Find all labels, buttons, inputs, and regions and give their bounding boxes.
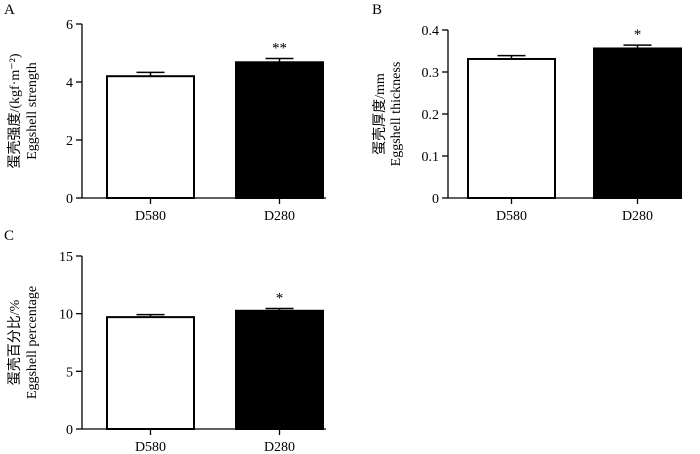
bar [106, 75, 195, 199]
panel-b: B 0 0.1 0.2 0.3 0.4 D580 D280 * 蛋壳厚度/mm Eggshell t… [371, 2, 682, 224]
y-tick-label: 5 [66, 365, 73, 380]
y-tick-label: 0.2 [422, 108, 440, 123]
y-tick-label: 15 [59, 250, 73, 265]
y-tick-label: 6 [66, 18, 73, 33]
panel-letter: C [4, 228, 14, 244]
y-axis-title-english: Eggshell strength [25, 62, 40, 160]
y-tick-label: 0.4 [422, 24, 440, 39]
category-label: D280 [264, 440, 295, 454]
y-axis-title-english: Eggshell thickness [389, 62, 404, 167]
y-axis-title: 蛋壳强度/(kgf·m⁻²) [6, 53, 23, 168]
y-tick-label: 0 [66, 423, 73, 438]
category-label: D580 [135, 440, 166, 454]
y-tick-label: 0.3 [422, 66, 440, 81]
category-label: D280 [622, 209, 653, 224]
category-label: D280 [264, 209, 295, 224]
bar [593, 47, 682, 200]
y-axis-title-english: Eggshell percentage [25, 286, 40, 399]
significance-mark: * [634, 27, 642, 43]
significance-mark: * [276, 290, 284, 306]
y-tick-label: 0 [432, 192, 439, 207]
y-axis-title: 蛋壳厚度/mm [371, 73, 388, 155]
y-tick-label: 0.1 [422, 150, 440, 165]
y-tick-label: 2 [66, 134, 73, 149]
y-axis-title: 蛋壳百分比/% [6, 299, 23, 385]
bar [467, 57, 556, 200]
y-tick-label: 4 [66, 76, 73, 91]
significance-mark: ** [272, 41, 287, 57]
category-label: D580 [135, 209, 166, 224]
bar [235, 61, 324, 199]
y-tick-label: 0 [66, 192, 73, 207]
category-label: D580 [496, 209, 527, 224]
panel-letter: B [372, 2, 382, 18]
y-tick-label: 10 [59, 308, 73, 323]
panel-letter: A [4, 2, 15, 18]
panel-c: C 0 5 10 15 D580 D280 * 蛋壳百分比/% Eggshell percenta… [4, 228, 326, 454]
bar [106, 316, 195, 431]
panel-a: A 0 2 4 6 D580 D280 ** 蛋壳强度/(kgf·m⁻²) Eggshell st… [4, 2, 326, 224]
bar [235, 309, 324, 430]
